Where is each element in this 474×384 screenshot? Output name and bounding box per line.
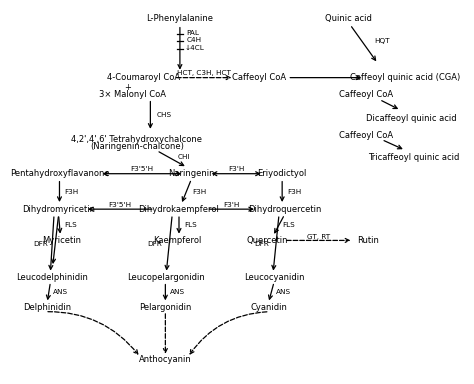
Text: DFR: DFR [147, 241, 162, 247]
Text: Tricaffeoyl quinic acid: Tricaffeoyl quinic acid [368, 153, 460, 162]
Text: Pentahydroxyflavanone: Pentahydroxyflavanone [9, 169, 109, 178]
Text: Dihydrokaempferol: Dihydrokaempferol [138, 205, 219, 214]
Text: Quercetin: Quercetin [247, 236, 288, 245]
Text: F3H: F3H [64, 189, 79, 195]
Text: 4,2',4',6' Tetrahydroxychalcone: 4,2',4',6' Tetrahydroxychalcone [71, 135, 202, 144]
Text: Dicaffeoyl quinic acid: Dicaffeoyl quinic acid [366, 114, 457, 123]
Text: 4-Coumaroyl CoA: 4-Coumaroyl CoA [107, 73, 180, 82]
Text: Dihydroquercetin: Dihydroquercetin [248, 205, 321, 214]
Text: Caffeoyl CoA: Caffeoyl CoA [339, 90, 393, 99]
Text: DFR: DFR [255, 241, 269, 247]
Text: F3'5'H: F3'5'H [131, 166, 154, 172]
Text: Naringenin: Naringenin [168, 169, 215, 178]
Text: Eriyodictyol: Eriyodictyol [257, 169, 307, 178]
Text: Dihydromyricetin: Dihydromyricetin [22, 205, 95, 214]
Text: F3'5'H: F3'5'H [109, 202, 131, 208]
Text: Leucodelphinidin: Leucodelphinidin [16, 273, 88, 281]
Text: L-Phenylalanine: L-Phenylalanine [146, 14, 213, 23]
Text: ANS: ANS [170, 289, 185, 295]
Text: Delphinidin: Delphinidin [23, 303, 71, 312]
Text: PAL: PAL [187, 30, 200, 36]
Text: Rutin: Rutin [357, 236, 380, 245]
Text: F3H: F3H [287, 189, 301, 195]
Text: ANS: ANS [276, 289, 291, 295]
Text: Caffeoyl CoA: Caffeoyl CoA [232, 73, 286, 82]
Text: FLS: FLS [64, 222, 77, 228]
Text: Quinic acid: Quinic acid [325, 14, 372, 23]
Text: Pelargonidin: Pelargonidin [139, 303, 191, 312]
Text: HCT, C3H, HCT: HCT, C3H, HCT [177, 70, 231, 76]
Text: FLS: FLS [184, 222, 197, 228]
Text: F3'H: F3'H [224, 202, 240, 208]
Text: 3× Malonyl CoA: 3× Malonyl CoA [99, 90, 166, 99]
Text: HQT: HQT [374, 38, 390, 44]
Text: F3H: F3H [192, 189, 207, 195]
Text: CHS: CHS [156, 112, 172, 118]
Text: Myricetin: Myricetin [42, 236, 81, 245]
Text: Caffeoyl quinic acid (CGA): Caffeoyl quinic acid (CGA) [350, 73, 460, 82]
Text: Caffeoyl CoA: Caffeoyl CoA [339, 131, 393, 141]
Text: ANS: ANS [53, 289, 68, 295]
Text: CHI: CHI [177, 154, 190, 159]
Text: C4H: C4H [187, 37, 202, 43]
Text: F3'H: F3'H [228, 166, 245, 172]
Text: DFR: DFR [33, 241, 48, 247]
Text: Kaempferol: Kaempferol [154, 236, 202, 245]
Text: FLS: FLS [283, 222, 295, 228]
Text: (Naringenin-chalcone): (Naringenin-chalcone) [90, 142, 183, 151]
Text: Cyanidin: Cyanidin [250, 303, 287, 312]
Text: GT, RT: GT, RT [307, 233, 330, 240]
Text: Leucopelargonidin: Leucopelargonidin [128, 273, 205, 281]
Text: Anthocyanin: Anthocyanin [139, 355, 192, 364]
Text: ↓4CL: ↓4CL [184, 45, 204, 51]
Text: Leucocyanidin: Leucocyanidin [244, 273, 304, 281]
Text: +: + [124, 83, 131, 92]
